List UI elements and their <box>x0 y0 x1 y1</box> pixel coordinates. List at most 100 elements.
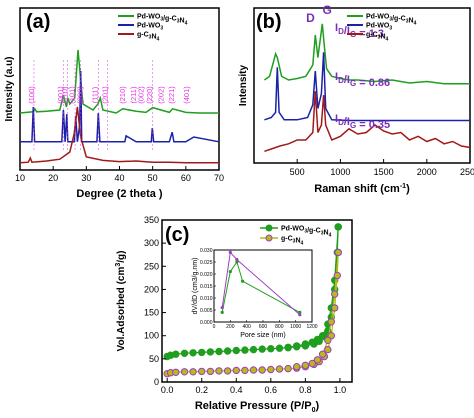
bet-x-tick-label-2: 0.4 <box>230 385 243 395</box>
bet-marker-0-9 <box>232 346 241 355</box>
bet-y-tick-label-0: 0 <box>154 377 159 387</box>
bet-marker-1-10 <box>241 366 249 375</box>
bet-y-tick-label-5: 250 <box>144 261 159 271</box>
bet-marker-0-33 <box>301 340 310 348</box>
bet-marker-1-32 <box>308 359 317 368</box>
xrd-x-axis-title: Degree (2 theta ) <box>76 188 163 200</box>
bet-marker-0-8 <box>223 347 232 355</box>
xrd-y-axis-title: Intensity (a.u) <box>4 56 15 121</box>
bet-marker-1-29 <box>324 336 332 345</box>
bet-marker-0-3 <box>180 349 189 358</box>
bet-marker-0-5 <box>198 348 206 357</box>
bet-marker-1-5 <box>198 367 206 376</box>
xrd-hkl-label-3: (101) <box>67 86 76 104</box>
inset-y-tick-label-2: 0.010 <box>200 296 213 302</box>
bet-marker-1-14 <box>275 365 284 373</box>
bet-y-tick-label-1: 50 <box>149 354 159 364</box>
bet-marker-0-4 <box>189 349 197 357</box>
bet-marker-1-27 <box>331 290 339 298</box>
xrd-series-line-1 <box>20 70 220 143</box>
bet-marker-1-30 <box>318 350 327 358</box>
panel-c-bet: 0.0 0.2 0.4 0.6 0.8 1.0 0 50 100 150 200 250 300 350 R… <box>112 212 362 418</box>
bet-x-axis-title: Relative Pressure (P/P0) <box>195 400 320 414</box>
bet-marker-0-34 <box>293 342 301 350</box>
xrd-x-tick-label-0: 10 <box>15 173 25 183</box>
bet-marker-1-4 <box>189 368 197 376</box>
inset-y-tick-label-6: 0.030 <box>200 248 213 254</box>
inset-marker-1-1 <box>228 250 232 254</box>
inset-y-tick-label-3: 0.015 <box>200 284 213 290</box>
bet-legend-marker-1 <box>265 234 273 242</box>
bet-marker-1-7 <box>215 367 223 375</box>
inset-series-line-1 <box>221 251 301 316</box>
panel-a-xrd: (100) (001) (110) (101) (200) (111) (201) (210)… <box>0 0 237 205</box>
inset-x-tick-label-2: 400 <box>242 324 251 330</box>
xrd-hkl-label-5: (111) <box>91 86 100 103</box>
xrd-hkl-label-6: (201) <box>101 86 110 104</box>
bet-marker-0-32 <box>308 338 317 346</box>
bet-y-tick-label-6: 300 <box>144 238 159 248</box>
bet-marker-1-6 <box>206 367 215 376</box>
bet-marker-1-3 <box>180 368 189 376</box>
bet-legend-marker-0 <box>265 224 273 232</box>
xrd-chart: (100) (001)(110)(101)(200) (111) (201) (210)… <box>4 7 224 200</box>
bet-marker-1-8 <box>223 367 232 375</box>
xrd-hkl-label-12: (221) <box>167 86 176 104</box>
inset-marker-0-0 <box>220 310 224 314</box>
raman-x-tick-label-0: 500 <box>290 167 305 177</box>
bet-marker-0-2 <box>172 350 180 358</box>
raman-legend-label-1: Pd-WO3 <box>366 23 392 32</box>
inset-marker-1-0 <box>220 306 224 310</box>
inset-x-tick-label-4: 800 <box>275 324 284 330</box>
raman-x-tick-label-2: 1500 <box>374 167 394 177</box>
raman-x-tick-label-1: 1000 <box>330 167 350 177</box>
bet-marker-0-11 <box>249 345 258 354</box>
xrd-x-tick-label-6: 70 <box>214 173 224 183</box>
bet-marker-1-12 <box>258 366 266 374</box>
raman-x-tick-label-3: 2000 <box>417 167 437 177</box>
inset-marker-0-3 <box>241 279 245 283</box>
bet-panel-tag: (c) <box>165 224 189 246</box>
raman-g-band-label: G <box>322 3 331 17</box>
bet-marker-1-24 <box>333 271 342 280</box>
raman-ratio-label-1: ID/IG = 0.86 <box>335 71 390 89</box>
bet-marker-0-14 <box>275 344 284 352</box>
xrd-hkl-label-8: (211) <box>129 86 138 103</box>
bet-marker-1-9 <box>232 366 241 375</box>
inset-y-tick-label-1: 0.005 <box>200 308 213 314</box>
inset-marker-1-3 <box>298 313 302 317</box>
xrd-hkl-label-7: (210) <box>118 86 127 104</box>
bet-marker-1-31 <box>313 356 322 364</box>
xrd-x-tick-label-1: 20 <box>48 173 58 183</box>
xrd-x-tick-label-5: 60 <box>181 173 191 183</box>
bet-marker-1-34 <box>293 363 301 371</box>
bet-marker-0-6 <box>206 348 215 356</box>
bet-marker-1-28 <box>327 318 336 326</box>
raman-x-axis-title: Raman shift (cm-1) <box>314 183 410 195</box>
xrd-hkl-label-0: (100) <box>27 86 36 104</box>
bet-legend-label-0: Pd-WO3/g-C3N4 <box>281 226 332 239</box>
bet-y-tick-label-2: 100 <box>144 331 159 341</box>
inset-x-axis-title: Pore size (nm) <box>240 332 286 339</box>
bet-isotherm-chart: 0.0 0.2 0.4 0.6 0.8 1.0 0 50 100 150 200 250 300 350 R… <box>115 215 353 414</box>
bet-marker-1-11 <box>249 366 258 374</box>
xrd-legend-label-2: g-C3N4 <box>137 32 160 43</box>
raman-series-line-0 <box>263 23 470 85</box>
bet-marker-0-26 <box>334 223 342 231</box>
xrd-hkl-label-11: (202) <box>156 86 165 104</box>
bet-marker-1-13 <box>267 365 275 374</box>
raman-series-line-2 <box>264 91 471 153</box>
bet-x-tick-label-1: 0.2 <box>195 385 208 395</box>
xrd-x-tick-label-4: 50 <box>148 173 158 183</box>
xrd-hkl-label-4: (200) <box>75 86 84 104</box>
xrd-series-line-2 <box>19 106 219 164</box>
bet-y-axis-title: Vol.Adsorbed (cm3/g) <box>115 251 127 352</box>
bet-marker-0-13 <box>267 345 275 353</box>
bet-x-tick-label-0: 0.0 <box>161 385 174 395</box>
bet-marker-0-35 <box>284 343 292 352</box>
inset-marker-0-4 <box>298 310 302 314</box>
inset-marker-1-2 <box>235 258 239 262</box>
raman-ratio-label-2: ID/IG = 0.35 <box>335 113 390 131</box>
